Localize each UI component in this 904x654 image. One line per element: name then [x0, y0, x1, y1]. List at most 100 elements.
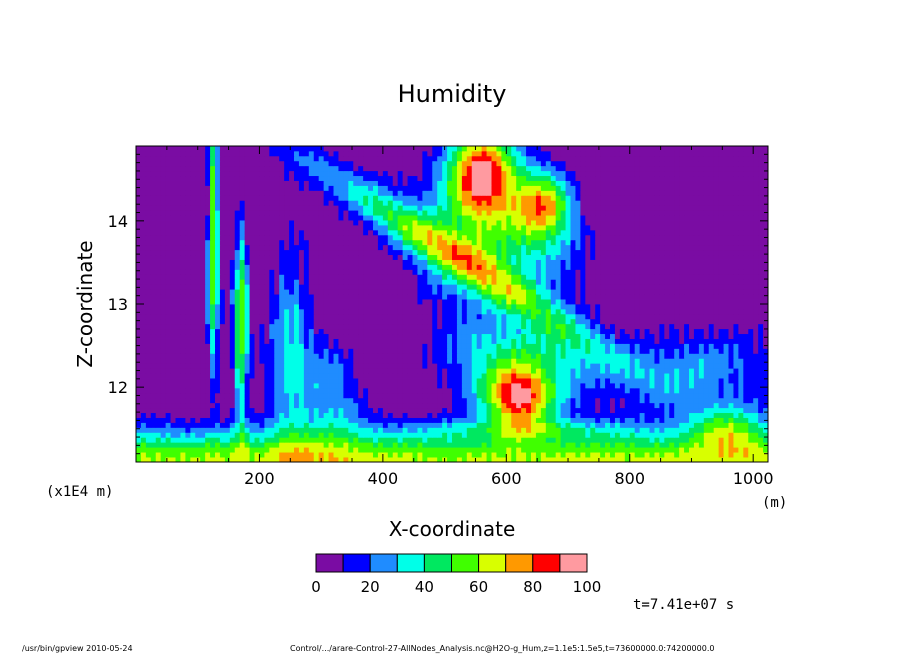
heatmap-cell — [713, 284, 720, 290]
heatmap-cell — [693, 392, 700, 399]
heatmap-cell — [308, 392, 315, 399]
heatmap-cell — [521, 299, 527, 305]
heatmap-cell — [600, 348, 606, 354]
heatmap-cell — [373, 383, 379, 389]
heatmap-cell — [679, 328, 685, 335]
heatmap-cell — [407, 373, 413, 379]
heatmap-cell — [289, 313, 295, 320]
heatmap-cell — [693, 417, 700, 423]
heatmap-cell — [254, 343, 260, 349]
heatmap-cell — [239, 358, 246, 364]
heatmap-cell — [402, 447, 408, 453]
heatmap-cell — [437, 279, 443, 285]
heatmap-cell — [738, 284, 744, 290]
heatmap-cell — [358, 447, 364, 453]
heatmap-cell — [595, 308, 601, 315]
heatmap-cell — [644, 328, 650, 335]
heatmap-cell — [560, 333, 566, 339]
heatmap-cell — [624, 383, 631, 389]
heatmap-cell — [373, 294, 379, 300]
heatmap-cell — [298, 348, 305, 354]
heatmap-cell — [689, 378, 695, 384]
heatmap-cell — [580, 318, 586, 325]
heatmap-cell — [679, 422, 685, 428]
heatmap-cell — [190, 333, 196, 339]
heatmap-cell — [679, 442, 685, 448]
heatmap-cell — [417, 363, 423, 369]
heatmap-cell — [718, 348, 724, 354]
heatmap-cell — [535, 383, 542, 389]
heatmap-cell — [382, 397, 389, 404]
heatmap-cell — [170, 279, 176, 285]
heatmap-cell — [689, 452, 695, 458]
heatmap-cell — [506, 432, 512, 438]
heatmap-cell — [432, 432, 438, 438]
heatmap-cell — [412, 279, 418, 285]
heatmap-cell — [550, 323, 557, 330]
heatmap-cell — [224, 289, 231, 295]
heatmap-cell — [333, 328, 339, 335]
heatmap-cell — [427, 427, 433, 433]
heatmap-cell — [580, 284, 586, 290]
heatmap-cell — [185, 457, 191, 463]
heatmap-cell — [442, 294, 448, 300]
heatmap-cell — [323, 373, 329, 379]
heatmap-cell — [763, 422, 769, 428]
heatmap-cell — [619, 447, 626, 453]
heatmap-cell — [753, 284, 759, 290]
heatmap-cell — [308, 348, 315, 354]
heatmap-cell — [427, 269, 433, 275]
heatmap-cell — [244, 358, 250, 364]
heatmap-cell — [328, 363, 334, 369]
heatmap-cell — [318, 447, 325, 453]
heatmap-cell — [195, 422, 201, 428]
heatmap-cell — [461, 338, 468, 344]
heatmap-cell — [333, 348, 339, 354]
heatmap-cell — [491, 437, 497, 443]
heatmap-cell — [575, 447, 581, 453]
heatmap-cell — [555, 328, 562, 335]
heatmap-cell — [560, 313, 566, 320]
heatmap-cell — [348, 318, 354, 325]
heatmap-cell — [165, 318, 171, 325]
heatmap-cell — [402, 407, 408, 414]
heatmap-cell — [644, 407, 650, 414]
heatmap-cell — [249, 402, 255, 409]
heatmap-cell — [145, 338, 152, 344]
heatmap-cell — [698, 313, 705, 320]
heatmap-cell — [580, 452, 586, 458]
heatmap-cell — [728, 328, 734, 335]
heatmap-cell — [605, 358, 611, 364]
heatmap-cell — [501, 457, 507, 463]
heatmap-cell — [461, 304, 468, 310]
heatmap-cell — [323, 432, 329, 438]
heatmap-cell — [738, 383, 744, 389]
heatmap-cell — [466, 299, 473, 305]
heatmap-cell — [358, 358, 364, 364]
heatmap-cell — [466, 397, 473, 404]
heatmap-cell — [684, 289, 690, 295]
heatmap-cell — [649, 358, 655, 364]
heatmap-cell — [560, 397, 566, 404]
heatmap-cell — [496, 353, 502, 359]
heatmap-cell — [540, 392, 547, 399]
heatmap-cell — [269, 412, 275, 418]
heatmap-cell — [639, 407, 645, 414]
heatmap-cell — [526, 299, 532, 305]
heatmap-cell — [387, 452, 394, 458]
heatmap-cell — [136, 378, 142, 384]
heatmap-cell — [397, 412, 404, 418]
heatmap-cell — [175, 274, 181, 280]
heatmap-cell — [703, 447, 710, 453]
heatmap-cell — [392, 299, 399, 305]
heatmap-cell — [377, 392, 384, 399]
heatmap-cell — [595, 323, 601, 330]
heatmap-cell — [244, 333, 250, 339]
heatmap-cell — [723, 363, 729, 369]
heatmap-cell — [284, 323, 290, 330]
heatmap-cell — [466, 304, 473, 310]
heatmap-cell — [417, 308, 423, 315]
heatmap-cell — [595, 289, 601, 295]
heatmap-cell — [461, 274, 468, 280]
heatmap-cell — [452, 328, 458, 335]
